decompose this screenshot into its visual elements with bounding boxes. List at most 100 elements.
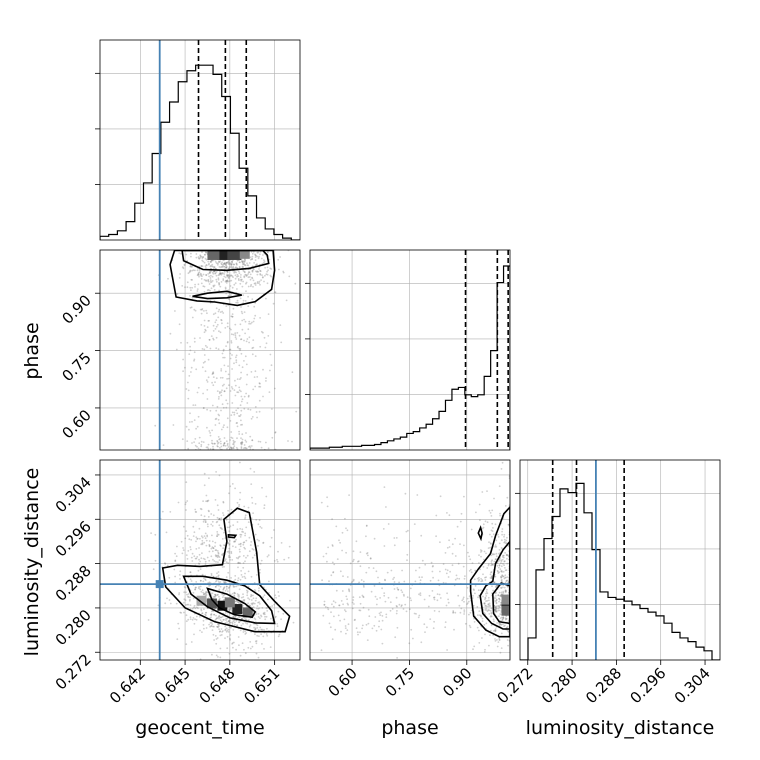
panel-phase-distance-point bbox=[483, 602, 486, 605]
panel-phase-distance-point bbox=[502, 570, 505, 573]
panel-geocent-distance-point bbox=[232, 615, 235, 618]
panel-geocent-distance-point bbox=[253, 554, 256, 557]
panel-geocent-phase-point bbox=[259, 283, 261, 286]
panel-phase-distance-point bbox=[406, 596, 409, 599]
panel-phase-distance-point bbox=[353, 619, 356, 621]
panel-geocent-distance-point bbox=[191, 618, 194, 621]
panel-geocent-distance-point bbox=[223, 587, 225, 589]
panel-geocent-phase-point bbox=[241, 260, 244, 263]
panel-phase-distance-point bbox=[485, 600, 487, 602]
panel-geocent-distance-point bbox=[247, 597, 250, 599]
panel-geocent-phase-point bbox=[251, 416, 254, 418]
panel-phase-distance-point bbox=[357, 560, 360, 563]
panel-phase-distance-point bbox=[495, 602, 498, 605]
panel-geocent-phase-point bbox=[220, 428, 223, 431]
panel-geocent-phase-point bbox=[189, 286, 192, 289]
panel-phase-distance-point bbox=[344, 625, 347, 627]
panel-geocent-distance-point bbox=[147, 619, 150, 621]
panel-phase-distance-contour-3 bbox=[477, 525, 483, 542]
panel-geocent-distance-point bbox=[244, 577, 247, 580]
panel-phase-distance-point bbox=[496, 639, 498, 641]
panel-geocent-phase-point bbox=[240, 447, 243, 450]
axis-phase-xtick-label-0: 0.60 bbox=[325, 664, 361, 700]
panel-geocent-phase-point bbox=[217, 445, 219, 448]
panel-geocent-distance-point bbox=[244, 630, 247, 633]
panel-geocent-distance-point bbox=[231, 621, 234, 624]
panel-geocent-phase-point bbox=[225, 267, 227, 269]
panel-phase-distance-point bbox=[381, 615, 384, 617]
panel-geocent-phase-point bbox=[198, 274, 200, 276]
panel-geocent-distance-point bbox=[202, 500, 205, 502]
panel-geocent-phase-point bbox=[267, 251, 269, 253]
panel-geocent-distance-point bbox=[218, 599, 221, 601]
axis-phase-xtick-label-2: 0.90 bbox=[439, 664, 475, 700]
panel-geocent-distance-point bbox=[219, 656, 222, 659]
panel-geocent-phase-point bbox=[215, 336, 218, 339]
panel-geocent-distance-point bbox=[208, 540, 211, 542]
panel-geocent-distance-point bbox=[256, 605, 259, 607]
panel-geocent-phase-point bbox=[200, 274, 202, 277]
panel-geocent-phase-point bbox=[231, 260, 234, 263]
panel-phase-distance-point bbox=[493, 620, 495, 623]
panel-geocent-phase-point bbox=[209, 272, 211, 274]
panel-phase-distance-point bbox=[487, 596, 490, 599]
panel-geocent-phase-point bbox=[191, 316, 194, 319]
panel-phase-distance-point bbox=[490, 560, 493, 563]
panel-geocent-phase-point bbox=[233, 413, 236, 416]
panel-geocent-phase-point bbox=[223, 265, 225, 268]
panel-phase-distance-point bbox=[419, 592, 422, 595]
panel-geocent-distance-point bbox=[269, 545, 272, 548]
panel-geocent-phase-point bbox=[205, 309, 208, 312]
panel-phase-distance-point bbox=[415, 569, 417, 572]
panel-geocent-phase-point bbox=[233, 389, 236, 391]
panel-geocent-phase-point bbox=[218, 261, 221, 264]
panel-phase-distance-point bbox=[490, 607, 493, 610]
panel-geocent-phase-point bbox=[174, 310, 176, 312]
panel-geocent-phase-point bbox=[244, 259, 247, 262]
panel-geocent-phase-point bbox=[251, 252, 254, 255]
panel-geocent-phase-point bbox=[256, 263, 258, 265]
panel-geocent-distance-point bbox=[253, 602, 256, 605]
panel-geocent-distance-point bbox=[232, 524, 235, 527]
panel-geocent-phase-point bbox=[218, 283, 221, 286]
panel-geocent-phase-point bbox=[223, 442, 226, 445]
panel-phase-distance-point bbox=[446, 512, 448, 514]
panel-geocent-distance-point bbox=[256, 624, 259, 627]
panel-phase-distance-point bbox=[499, 613, 501, 615]
panel-geocent-phase-point bbox=[238, 364, 241, 367]
panel-geocent-distance-point bbox=[255, 642, 258, 645]
panel-geocent-distance-point bbox=[251, 496, 253, 499]
panel-geocent-phase-point bbox=[225, 261, 228, 264]
panel-geocent-distance-point bbox=[203, 535, 206, 537]
panel-phase-distance-point bbox=[342, 603, 344, 606]
axis-luminosity-distance-y-ytick-label-3: 0.296 bbox=[52, 517, 95, 560]
panel-geocent-distance-point bbox=[189, 616, 192, 619]
panel-phase-distance-point bbox=[472, 595, 474, 597]
panel-phase-distance-point bbox=[408, 642, 411, 645]
panel-geocent-distance-point bbox=[195, 548, 198, 550]
panel-phase-distance-point bbox=[478, 562, 480, 564]
panel-geocent-distance-point bbox=[237, 616, 240, 618]
panel-geocent-distance-point bbox=[166, 564, 169, 567]
panel-geocent-phase-point bbox=[227, 274, 230, 277]
panel-geocent-phase-point bbox=[204, 329, 207, 332]
panel-geocent-phase-point bbox=[215, 377, 218, 380]
panel-phase-distance-point bbox=[505, 618, 507, 620]
panel-geocent-distance-point bbox=[226, 585, 228, 588]
panel-phase-distance-point bbox=[378, 620, 381, 623]
panel-geocent-phase-point bbox=[190, 306, 193, 309]
panel-geocent-phase-point bbox=[291, 371, 294, 374]
panel-phase-distance-point bbox=[348, 494, 350, 496]
panel-geocent-distance-point bbox=[262, 596, 265, 598]
panel-geocent-distance-point bbox=[219, 630, 222, 633]
panel-phase-distance-point bbox=[472, 648, 474, 651]
panel-geocent-distance-injection-marker bbox=[155, 580, 164, 589]
axis-luminosity-distance-xtick-label-4: 0.304 bbox=[671, 664, 714, 707]
panel-geocent-distance-point bbox=[237, 595, 239, 597]
panel-geocent-phase-point bbox=[198, 275, 200, 278]
panel-geocent-phase-point bbox=[215, 274, 218, 277]
panel-phase-distance-point bbox=[489, 573, 492, 576]
panel-geocent-phase-point bbox=[262, 331, 264, 334]
panel-phase-distance-point bbox=[504, 576, 507, 579]
